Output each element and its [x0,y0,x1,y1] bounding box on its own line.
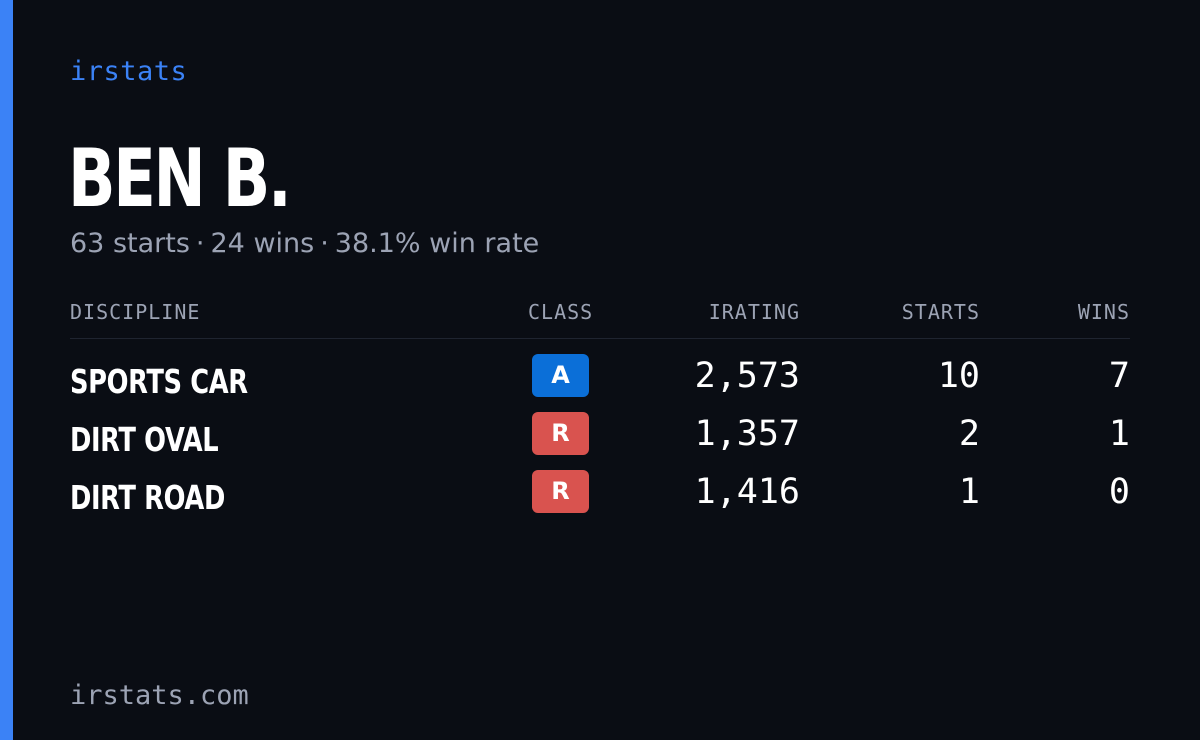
table-header: DISCIPLINE CLASS IRATING STARTS WINS [70,300,1130,339]
header-class: CLASS [528,300,594,324]
row-wins: 1 [1108,414,1130,454]
header-wins: WINS [1077,300,1130,324]
brand-logo: irstats [70,56,188,87]
row-starts: 2 [958,414,980,454]
row-irating: 1,416 [694,472,800,512]
row-discipline: DIRT ROAD [70,478,225,517]
row-discipline: DIRT OVAL [70,420,219,459]
row-wins: 7 [1108,356,1130,396]
class-badge: R [532,470,589,513]
row-wins: 0 [1108,472,1130,512]
table-row: DIRT ROAD R 1,416 1 0 [70,468,1130,526]
table-row: DIRT OVAL R 1,357 2 1 [70,410,1130,468]
row-starts: 1 [958,472,980,512]
summary-separator: · [195,228,205,259]
class-badge: A [532,354,589,397]
driver-summary: 63 starts · 24 wins · 38.1% win rate [70,228,539,259]
row-starts: 10 [937,356,980,396]
row-irating: 1,357 [694,414,800,454]
summary-starts: 63 starts [70,228,190,259]
summary-wins: 24 wins [210,228,315,259]
summary-win-rate: 38.1% win rate [334,228,540,259]
driver-name: BEN B. [68,132,292,225]
row-irating: 2,573 [694,356,800,396]
summary-separator: · [320,228,329,259]
class-badge: R [532,412,589,455]
table-row: SPORTS CAR A 2,573 10 7 [70,352,1130,410]
footer-url[interactable]: irstats.com [70,680,249,711]
header-discipline: DISCIPLINE [70,300,201,324]
row-discipline: SPORTS CAR [70,362,248,401]
header-starts: STARTS [901,300,980,324]
header-irating: IRATING [708,300,800,324]
accent-bar [0,0,13,740]
table-body: SPORTS CAR A 2,573 10 7 DIRT OVAL R 1,35… [70,352,1130,526]
